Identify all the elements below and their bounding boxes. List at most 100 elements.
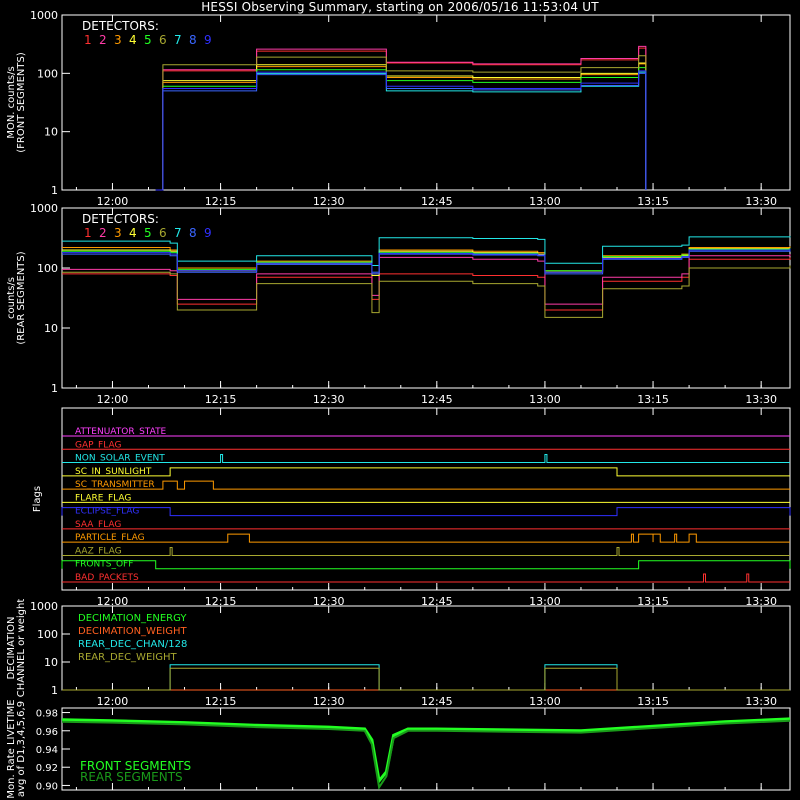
chart-title: HESSI Observing Summary, starting on 200… xyxy=(201,0,599,14)
flag-line-non_solar_event xyxy=(62,454,790,464)
decimation-xtick-label: 12:30 xyxy=(313,695,345,708)
livetime-ytick-label: 0.96 xyxy=(36,727,58,738)
front-xtick-label: 13:00 xyxy=(529,195,561,208)
livetime-ylabel: avg of D1,3,4,5,6,9 xyxy=(16,701,27,797)
front-legend-title: DETECTORS: xyxy=(82,19,159,33)
rear-xtick-label: 12:45 xyxy=(421,393,453,406)
decimation-xtick-label: 12:15 xyxy=(205,695,237,708)
rear-legend-item-7: 7 xyxy=(174,226,182,240)
rear-ytick-label: 100 xyxy=(37,262,58,275)
rear-series-9 xyxy=(62,248,791,273)
rear-ytick-label: 1000 xyxy=(30,202,58,215)
front-ylabel: (FRONT SEGMENTS) xyxy=(16,52,27,153)
flag-line-eclipse_flag xyxy=(61,507,791,517)
rear-legend-item-3: 3 xyxy=(114,226,122,240)
livetime-legend-item: REAR SEGMENTS xyxy=(80,770,183,784)
front-series-2 xyxy=(155,45,647,191)
flag-label-bad_packets: BAD_PACKETS xyxy=(75,573,139,583)
rear-ylabel: counts/s xyxy=(6,277,17,319)
decimation-xtick-label: 12:00 xyxy=(97,695,129,708)
flag-label-fronts_off: FRONTS_OFF xyxy=(75,560,133,570)
livetime-ytick-label: 0.98 xyxy=(36,709,58,720)
livetime-ylabel: Mon. Rate LIVETIME xyxy=(6,699,17,798)
front-xtick-label: 12:30 xyxy=(313,195,345,208)
rear-legend-item-4: 4 xyxy=(129,226,137,240)
flags-plot-frame xyxy=(61,407,791,591)
flags-ylabel: Flags xyxy=(32,486,43,512)
flag-label-attenuator_state: ATTENUATOR_STATE xyxy=(75,427,167,437)
front-xtick-label: 12:15 xyxy=(205,195,237,208)
flags-xtick-label: 13:30 xyxy=(745,595,777,608)
front-ytick-label: 1 xyxy=(51,184,58,197)
decimation-series-3 xyxy=(62,667,790,691)
rear-ylabel: (REAR SEGMENTS) xyxy=(16,251,27,344)
flag-label-sc_transmitter: SC_TRANSMITTER xyxy=(75,480,155,490)
flag-line-particle_flag xyxy=(62,533,790,543)
flag-label-aaz_flag: AAZ_FLAG xyxy=(75,546,122,556)
decimation-ytick-label: 10 xyxy=(44,656,58,669)
front-series-9 xyxy=(155,70,647,191)
rear-plot-frame xyxy=(61,207,791,389)
rear-xtick-label: 12:30 xyxy=(313,393,345,406)
front-xtick-label: 13:15 xyxy=(637,195,669,208)
front-ytick-label: 10 xyxy=(44,126,58,139)
rear-legend-item-9: 9 xyxy=(204,226,212,240)
rear-xtick-label: 12:00 xyxy=(97,393,129,406)
rear-legend-item-2: 2 xyxy=(99,226,107,240)
flag-label-sc_in_sunlight: SC_IN_SUNLIGHT xyxy=(75,467,152,477)
rear-series-6 xyxy=(62,265,791,318)
flags-xtick-label: 12:30 xyxy=(313,595,345,608)
front-legend-item-8: 8 xyxy=(189,33,197,47)
decimation-ylabel: CHANNEL or weight xyxy=(16,599,27,698)
flags-xtick-label: 13:15 xyxy=(637,595,669,608)
front-legend-item-2: 2 xyxy=(99,33,107,47)
decimation-ytick-label: 1 xyxy=(51,684,58,697)
flag-label-particle_flag: PARTICLE_FLAG xyxy=(75,533,145,543)
flag-label-saa_flag: SAA_FLAG xyxy=(75,520,121,530)
front-series-6 xyxy=(155,55,647,191)
front-plot-frame xyxy=(61,14,791,191)
decimation-legend-item: DECIMATION_WEIGHT xyxy=(78,626,187,637)
front-xtick-label: 12:00 xyxy=(97,195,129,208)
front-ytick-label: 100 xyxy=(37,67,58,80)
front-legend-item-7: 7 xyxy=(174,33,182,47)
decimation-xtick-label: 12:45 xyxy=(421,695,453,708)
flag-label-gap_flag: GAP_FLAG xyxy=(75,440,121,450)
front-legend-item-1: 1 xyxy=(84,33,92,47)
flag-line-sc_transmitter xyxy=(62,480,790,490)
flags-xtick-label: 12:15 xyxy=(205,595,237,608)
decimation-xtick-label: 13:15 xyxy=(637,695,669,708)
flag-label-flare_flag: FLARE_FLAG xyxy=(75,493,131,503)
rear-series-1 xyxy=(62,257,791,311)
flag-label-non_solar_event: NON_SOLAR_EVENT xyxy=(75,454,165,464)
flag-line-fronts_off xyxy=(61,560,791,570)
decimation-legend-item: REAR_DEC_CHAN/128 xyxy=(78,639,187,650)
rear-xtick-label: 12:15 xyxy=(205,393,237,406)
rear-xtick-label: 13:15 xyxy=(637,393,669,406)
front-ylabel: MON. counts/s xyxy=(6,66,17,138)
rear-ytick-label: 10 xyxy=(44,322,58,335)
front-ytick-label: 1000 xyxy=(30,9,58,22)
rear-series-4 xyxy=(62,247,791,276)
front-legend-item-6: 6 xyxy=(159,33,167,47)
livetime-ytick-label: 0.90 xyxy=(36,781,58,792)
front-xtick-label: 12:45 xyxy=(421,195,453,208)
rear-xtick-label: 13:30 xyxy=(745,393,777,406)
flags-xtick-label: 12:45 xyxy=(421,595,453,608)
livetime-ytick-label: 0.94 xyxy=(36,745,58,756)
front-legend-item-3: 3 xyxy=(114,33,122,47)
flags-xtick-label: 12:00 xyxy=(97,595,129,608)
rear-legend-item-5: 5 xyxy=(144,226,152,240)
rear-legend-item-8: 8 xyxy=(189,226,197,240)
rear-series-3 xyxy=(62,246,791,275)
flag-line-sc_in_sunlight xyxy=(62,467,790,477)
decimation-legend-item: DECIMATION_ENERGY xyxy=(78,613,187,624)
front-legend-item-9: 9 xyxy=(204,33,212,47)
flag-line-aaz_flag xyxy=(62,546,790,556)
rear-ytick-label: 1 xyxy=(51,382,58,395)
decimation-ylabel: DECIMATION xyxy=(6,616,17,679)
rear-legend-item-1: 1 xyxy=(84,226,92,240)
livetime-series-1 xyxy=(61,719,791,790)
decimation-xtick-label: 13:00 xyxy=(529,695,561,708)
